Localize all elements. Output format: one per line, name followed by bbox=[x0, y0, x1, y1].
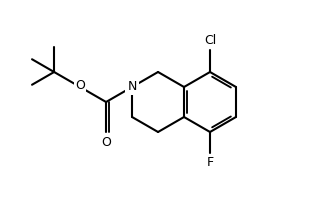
Text: O: O bbox=[75, 80, 85, 92]
Text: N: N bbox=[128, 80, 137, 93]
Text: F: F bbox=[206, 156, 214, 169]
Text: Cl: Cl bbox=[204, 34, 216, 46]
Text: O: O bbox=[101, 136, 111, 149]
